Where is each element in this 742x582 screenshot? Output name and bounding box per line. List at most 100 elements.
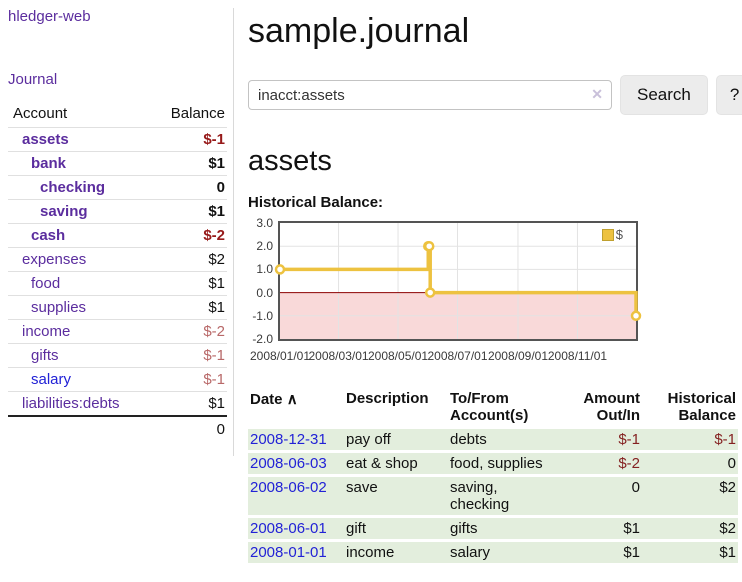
account-balance: $1: [154, 296, 227, 320]
account-link[interactable]: saving: [40, 203, 88, 220]
account-link[interactable]: food: [31, 275, 60, 292]
transaction-accounts: debts: [448, 429, 554, 450]
help-button[interactable]: ?: [716, 75, 742, 115]
search-box: ✕: [248, 80, 612, 110]
chart-title: Historical Balance:: [248, 194, 742, 211]
account-balance: $1: [154, 392, 227, 417]
transaction-balance: $-1: [642, 429, 738, 450]
transaction-accounts: saving, checking: [448, 477, 554, 515]
app-title-link[interactable]: hledger-web: [8, 8, 91, 25]
accounts-table: Account Balance assets $-1 bank $1 checking 0…: [8, 102, 227, 442]
account-link[interactable]: checking: [40, 179, 105, 196]
accounts-header-account: Account: [8, 102, 154, 128]
account-row: checking 0: [8, 176, 227, 200]
transaction-amount: $1: [554, 542, 642, 563]
transaction-date-link[interactable]: 2008-06-01: [250, 520, 327, 537]
clear-search-icon[interactable]: ✕: [591, 87, 603, 101]
search-input[interactable]: [248, 80, 612, 110]
accounts-total-value: 0: [154, 416, 227, 442]
transactions-table: Date ∧ Description To/From Account(s) Am…: [248, 385, 738, 566]
account-balance: $-1: [154, 128, 227, 152]
transaction-row: 2008-06-03 eat & shopfood, supplies$-20: [248, 453, 738, 474]
account-balance: $-1: [154, 368, 227, 392]
account-balance: $1: [154, 152, 227, 176]
transaction-row: 2008-06-01giftgifts$1$2: [248, 518, 738, 539]
transaction-description: gift: [344, 518, 448, 539]
transaction-accounts: food, supplies: [448, 453, 554, 474]
account-heading: assets: [248, 145, 742, 178]
chart-plot-area: $: [278, 221, 638, 341]
chart-canvas: [280, 223, 636, 339]
account-balance: $-2: [154, 224, 227, 248]
account-link[interactable]: assets: [22, 131, 69, 148]
account-balance: $-2: [154, 320, 227, 344]
account-row: expenses $2: [8, 248, 227, 272]
sort-ascending-icon: ∧: [287, 391, 298, 408]
accounts-total-spacer: [8, 416, 154, 442]
transaction-accounts: salary: [448, 542, 554, 563]
column-header-amount: Amount Out/In: [554, 388, 642, 426]
account-link[interactable]: supplies: [31, 299, 86, 316]
y-tick-label: 1.0: [248, 262, 273, 276]
page: hledger-web Journal Account Balance asse…: [0, 0, 742, 566]
account-link[interactable]: liabilities:debts: [22, 395, 120, 412]
main-content: sample.journal ✕ Search ? assets Histori…: [234, 8, 742, 566]
sidebar-item-journal[interactable]: Journal: [8, 71, 227, 88]
accounts-header-balance: Balance: [154, 102, 227, 128]
accounts-table-body: assets$-1bank$1checking0saving$1cash$-2e…: [8, 128, 227, 417]
account-row: bank $1: [8, 152, 227, 176]
account-row: liabilities:debts $1: [8, 392, 227, 417]
x-tick-label: 2008/11/01: [542, 349, 612, 363]
account-balance: $1: [154, 200, 227, 224]
transaction-amount: $-2: [554, 453, 642, 474]
column-header-date[interactable]: Date ∧: [248, 388, 344, 426]
accounts-total-row: 0: [8, 416, 227, 442]
transaction-balance: 0: [642, 453, 738, 474]
account-link[interactable]: expenses: [22, 251, 86, 268]
sidebar: hledger-web Journal Account Balance asse…: [8, 8, 234, 456]
account-row: food $1: [8, 272, 227, 296]
account-row: income $-2: [8, 320, 227, 344]
account-balance: 0: [154, 176, 227, 200]
legend-swatch-icon: [602, 229, 614, 241]
search-form: ✕ Search ?: [248, 75, 742, 115]
y-tick-label: -1.0: [248, 309, 273, 323]
transactions-table-body: 2008-12-31pay offdebts$-1$-12008-06-03ea…: [248, 429, 738, 563]
account-link[interactable]: cash: [31, 227, 65, 244]
transaction-balance: $2: [642, 477, 738, 515]
account-balance: $2: [154, 248, 227, 272]
account-link[interactable]: bank: [31, 155, 66, 172]
account-row: gifts$-1: [8, 344, 227, 368]
transaction-row: 2008-01-01incomesalary$1$1: [248, 542, 738, 563]
transaction-row: 2008-06-02savesaving, checking0$2: [248, 477, 738, 515]
transaction-date-link[interactable]: 2008-01-01: [250, 544, 327, 561]
accounts-table-header: Account Balance: [8, 102, 227, 128]
y-tick-label: 2.0: [248, 239, 273, 253]
y-tick-label: 3.0: [248, 216, 273, 230]
transaction-date-link[interactable]: 2008-06-02: [250, 479, 327, 496]
column-header-description: Description: [344, 388, 448, 426]
transaction-date-link[interactable]: 2008-12-31: [250, 431, 327, 448]
account-link[interactable]: gifts: [31, 347, 59, 364]
historical-balance-chart: $ 3.02.01.00.0-1.0-2.02008/01/012008/03/…: [248, 221, 668, 371]
transaction-accounts: gifts: [448, 518, 554, 539]
y-tick-label: -2.0: [248, 332, 273, 346]
transaction-amount: $-1: [554, 429, 642, 450]
transaction-balance: $1: [642, 542, 738, 563]
account-row: supplies $1: [8, 296, 227, 320]
transaction-description: save: [344, 477, 448, 515]
account-row: salary $-1: [8, 368, 227, 392]
transaction-description: income: [344, 542, 448, 563]
account-row: saving $1: [8, 200, 227, 224]
transaction-date-link[interactable]: 2008-06-03: [250, 455, 327, 472]
account-link[interactable]: income: [22, 323, 70, 340]
account-balance: $1: [154, 272, 227, 296]
column-header-balance: Historical Balance: [642, 388, 738, 426]
transaction-description: eat & shop: [344, 453, 448, 474]
chart-legend: $: [602, 227, 623, 242]
search-button[interactable]: Search: [620, 75, 708, 115]
legend-label: $: [616, 227, 623, 242]
transaction-description: pay off: [344, 429, 448, 450]
column-header-accounts: To/From Account(s): [448, 388, 554, 426]
account-link[interactable]: salary: [31, 371, 71, 388]
